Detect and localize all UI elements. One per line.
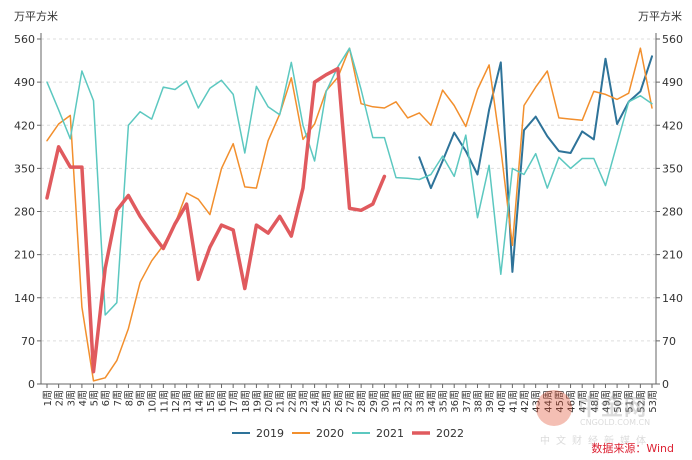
y-tick-label-right: 490 — [662, 76, 683, 89]
x-tick-label: 50周 — [612, 390, 624, 413]
x-tick-label: 53周 — [647, 390, 659, 413]
x-tick-label: 2周 — [54, 390, 66, 406]
x-tick-label: 13周 — [182, 390, 194, 413]
y-tick-label-left: 350 — [14, 162, 35, 175]
x-tick-label: 7周 — [112, 390, 124, 406]
y-tick-label-right: 280 — [662, 206, 683, 219]
y-tick-label-left: 280 — [14, 206, 35, 219]
x-tick-label: 26周 — [333, 390, 345, 413]
x-tick-label: 38周 — [472, 390, 484, 413]
x-tick-label: 44周 — [542, 390, 554, 413]
x-tick-label: 27周 — [345, 390, 357, 413]
legend-label-2019: 2019 — [256, 427, 284, 440]
x-tick-label: 22周 — [286, 390, 298, 413]
x-tick-label: 6周 — [100, 390, 112, 406]
x-tick-label: 1周 — [42, 390, 54, 406]
y-tick-label-left: 210 — [14, 249, 35, 262]
x-tick-label: 18周 — [240, 390, 252, 413]
series-line-2022 — [45, 66, 387, 374]
x-tick-label: 42周 — [519, 390, 531, 413]
x-tick-label: 24周 — [310, 390, 322, 413]
x-tick-label: 19周 — [251, 390, 263, 413]
y-tick-label-left: 560 — [14, 33, 35, 46]
x-tick-label: 4周 — [77, 390, 89, 406]
series-line-2019 — [418, 55, 653, 273]
x-tick-label: 34周 — [426, 390, 438, 413]
y-tick-label-right: 350 — [662, 162, 683, 175]
x-tick-label: 43周 — [531, 390, 543, 413]
x-tick-label: 47周 — [577, 390, 589, 413]
legend-label-2022: 2022 — [436, 427, 464, 440]
watermark-title: 中金网 — [578, 396, 648, 421]
y-tick-label-left: 70 — [21, 335, 35, 348]
y-axis-unit-left: 万平方米 — [14, 10, 58, 23]
x-tick-label: 33周 — [414, 390, 426, 413]
x-tick-label: 49周 — [600, 390, 612, 413]
x-tick-label: 21周 — [275, 390, 287, 413]
x-tick-label: 31周 — [391, 390, 403, 413]
y-axis-unit-right: 万平方米 — [638, 10, 682, 23]
logo-icon — [536, 390, 572, 426]
watermark-tagline: 中文财经新媒体 — [540, 436, 652, 447]
x-tick-label: 3周 — [65, 390, 77, 406]
x-tick-label: 39周 — [484, 390, 496, 413]
x-tick-label: 32周 — [403, 390, 415, 413]
x-tick-label: 29周 — [368, 390, 380, 413]
x-tick-label: 48周 — [589, 390, 601, 413]
y-tick-label-right: 560 — [662, 33, 683, 46]
watermark-logo: 中金网 CNGOLD.COM.CN 中文财经新媒体 — [536, 388, 676, 447]
x-tick-label: 52周 — [635, 390, 647, 413]
x-tick-label: 28周 — [356, 390, 368, 413]
y-tick-label-right: 70 — [662, 335, 676, 348]
data-source: 数据来源：Wind — [591, 442, 674, 455]
x-tick-label: 17周 — [228, 390, 240, 413]
x-tick-label: 41周 — [507, 390, 519, 413]
x-tick-label: 37周 — [461, 390, 473, 413]
x-tick-label: 25周 — [321, 390, 333, 413]
legend-label-2020: 2020 — [316, 427, 344, 440]
x-tick-label: 14周 — [193, 390, 205, 413]
x-tick-label: 8周 — [123, 390, 135, 406]
y-tick-label-right: 140 — [662, 292, 683, 305]
legend-label-2021: 2021 — [376, 427, 404, 440]
x-tick-label: 46周 — [566, 390, 578, 413]
y-tick-label-left: 420 — [14, 119, 35, 132]
x-tick-label: 36周 — [449, 390, 461, 413]
x-tick-label: 51周 — [624, 390, 636, 413]
x-tick-label: 10周 — [147, 390, 159, 413]
series-line-2021 — [46, 47, 653, 316]
y-tick-label-left: 140 — [14, 292, 35, 305]
y-tick-label-left: 0 — [28, 378, 35, 391]
x-tick-label: 5周 — [89, 390, 101, 406]
watermark-url: CNGOLD.COM.CN — [580, 418, 651, 427]
y-tick-label-left: 490 — [14, 76, 35, 89]
y-tick-label-right: 210 — [662, 249, 683, 262]
x-tick-label: 30周 — [379, 390, 391, 413]
x-tick-label: 23周 — [298, 390, 310, 413]
x-tick-label: 9周 — [135, 390, 147, 406]
y-tick-label-right: 420 — [662, 119, 683, 132]
x-tick-label: 15周 — [205, 390, 217, 413]
x-tick-label: 16周 — [217, 390, 229, 413]
x-tick-label: 45周 — [554, 390, 566, 413]
x-tick-label: 11周 — [158, 390, 170, 413]
x-tick-label: 12周 — [170, 390, 182, 413]
y-tick-label-right: 0 — [662, 378, 669, 391]
x-tick-label: 40周 — [496, 390, 508, 413]
x-tick-label: 20周 — [263, 390, 275, 413]
x-tick-label: 35周 — [438, 390, 450, 413]
